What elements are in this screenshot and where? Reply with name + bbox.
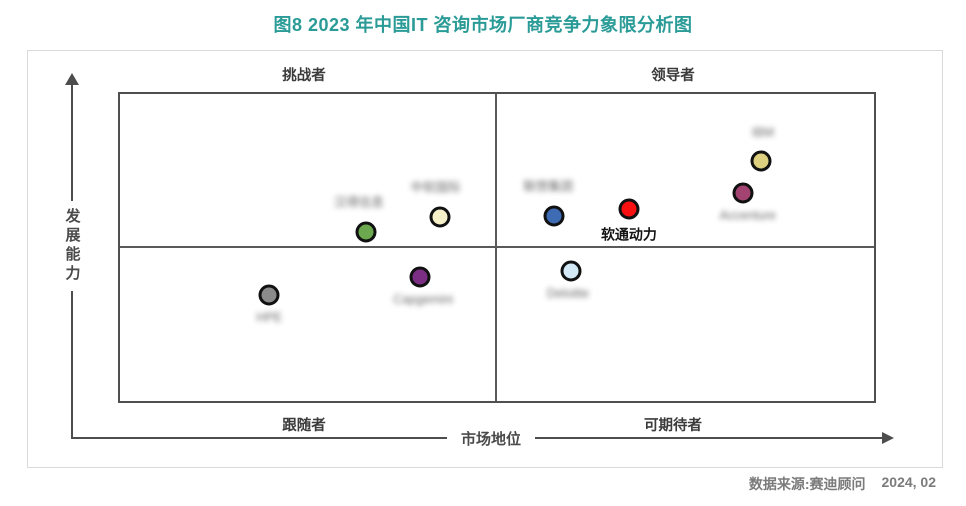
vendor-label-ibm: IBM	[751, 125, 775, 140]
vendor-label-capgemini: Capgemini	[393, 292, 453, 307]
vendor-point-isoftstone: 软通动力	[601, 198, 657, 243]
y-axis-arrow-icon	[65, 73, 79, 85]
quadrant-label-leaders: 领导者	[651, 68, 695, 84]
vendor-dot-accenture	[732, 182, 754, 204]
vendor-point-accenture: Accenture	[720, 182, 776, 222]
vendor-dot-cream-vendor	[429, 206, 451, 228]
vendor-dot-blue-vendor	[543, 205, 565, 227]
vendor-point-deloitte: Deloitte	[547, 260, 589, 301]
y-axis-label: 发展能力	[59, 201, 85, 291]
vendor-point-blue-vendor: 联想集团	[523, 179, 573, 227]
vendor-point-cream-vendor: 中软国际	[411, 181, 461, 228]
quadrant-divider-horizontal	[120, 245, 874, 248]
quadrant-label-challengers: 挑战者	[282, 68, 326, 84]
vendor-dot-capgemini	[409, 266, 431, 288]
vendor-point-hpe: HPE	[256, 284, 282, 325]
vendor-dot-green-vendor	[355, 221, 377, 243]
date-label: 2024, 02	[881, 474, 937, 490]
vendor-point-capgemini: Capgemini	[393, 266, 453, 306]
plot-area: 汉得信息 中软国际 联想集团软通动力 IBM Accenture Deloitte Capg…	[118, 92, 876, 403]
vendor-label-cream-vendor: 中软国际	[410, 180, 461, 195]
figure-title: 图8 2023 年中国IT 咨询市场厂商竞争力象限分析图	[273, 15, 693, 35]
vendor-label-deloitte: Deloitte	[546, 286, 590, 301]
vendor-label-accenture: Accenture	[719, 208, 776, 223]
quadrant-label-expected: 可期待者	[644, 418, 702, 434]
vendor-point-ibm: IBM	[750, 125, 774, 172]
vendor-dot-ibm	[750, 150, 772, 172]
source-label: 数据来源:赛迪顾问	[748, 476, 866, 492]
vendor-label-isoftstone: 软通动力	[600, 226, 657, 243]
vendor-label-green-vendor: 汉得信息	[333, 195, 384, 210]
x-axis-label: 市场地位	[446, 428, 536, 449]
vendor-label-hpe: HPE	[256, 310, 283, 325]
vendor-dot-hpe	[258, 284, 280, 306]
vendor-point-green-vendor: 汉得信息	[334, 196, 384, 243]
data-source-note: 数据来源:赛迪顾问 2024, 02	[749, 474, 936, 494]
vendor-dot-deloitte	[560, 260, 582, 282]
vendor-label-blue-vendor: 联想集团	[523, 179, 574, 194]
x-axis-arrow-icon	[882, 432, 894, 444]
vendor-dot-isoftstone	[618, 198, 640, 220]
chart-frame: 挑战者 领导者 跟随者 可期待者 发展能力 市场地位 汉得信息 中软国际 联想集团软…	[27, 50, 943, 468]
quadrant-label-followers: 跟随者	[282, 418, 326, 434]
